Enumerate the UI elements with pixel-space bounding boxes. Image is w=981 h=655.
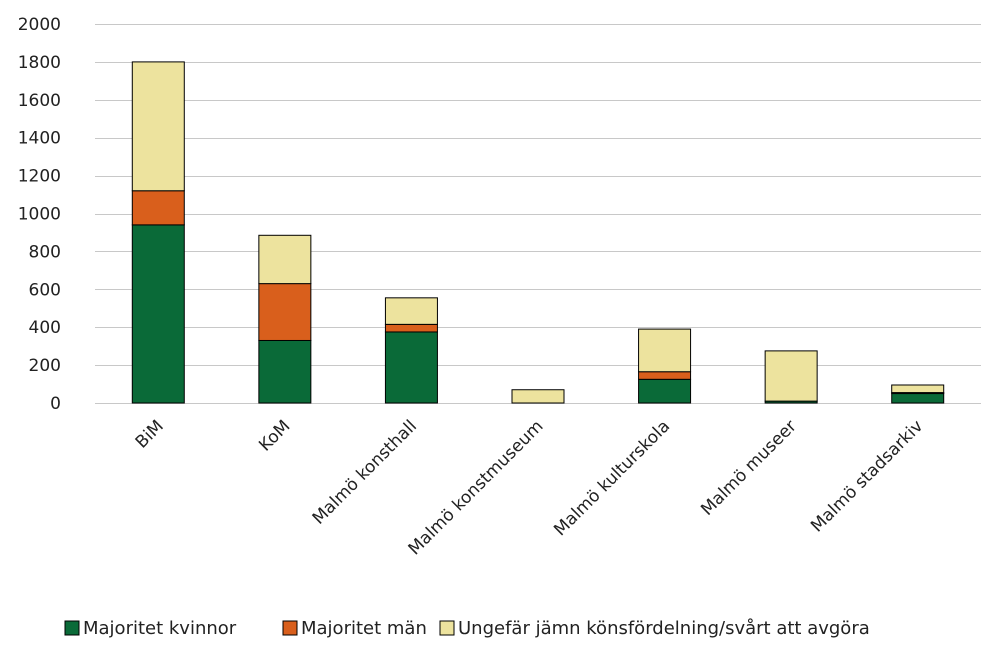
legend-swatch: [439, 620, 455, 636]
bar-segment: [764, 350, 818, 402]
x-tick-label: Malmö konsthall: [309, 416, 421, 528]
x-tick-label: Malmö kulturskola: [550, 416, 674, 540]
bar-segment: [384, 297, 438, 325]
bar-segment: [638, 371, 692, 380]
bar-segment: [638, 378, 692, 404]
bar-stack: [258, 234, 312, 404]
bar-segment: [891, 384, 945, 394]
x-tick-label: BiM: [132, 416, 168, 452]
y-tick-label: 2000: [18, 15, 61, 35]
bar-segment: [258, 339, 312, 404]
bar-stack: [131, 61, 185, 404]
bar-segment: [131, 224, 185, 404]
y-tick-label: 1800: [18, 53, 61, 73]
y-tick-label: 1600: [18, 91, 61, 111]
y-tick-label: 1000: [18, 205, 61, 225]
y-tick-label: 200: [29, 356, 61, 376]
y-tick-label: 600: [29, 280, 61, 300]
x-tick-label: Malmö museer: [697, 416, 800, 519]
bar-stack: [891, 384, 945, 404]
bar-segment: [891, 393, 945, 404]
x-tick-label: Malmö konstmuseum: [405, 416, 548, 559]
bar-segment: [131, 190, 185, 226]
bar-segment: [258, 283, 312, 341]
y-tick-label: 0: [50, 394, 61, 414]
legend-label: Majoritet kvinnor: [83, 618, 237, 639]
y-tick-label: 400: [29, 318, 61, 338]
bar-segment: [384, 323, 438, 333]
gridlines: [95, 24, 981, 404]
legend: Majoritet kvinnor Majoritet män Ungefär jä…: [64, 618, 870, 639]
x-tick-label: KoM: [255, 416, 294, 455]
y-tick-label: 1400: [18, 129, 61, 149]
bar-stack: [764, 350, 818, 404]
bar-segment: [131, 61, 185, 192]
bar-stack: [384, 297, 438, 404]
bar-stack: [638, 328, 692, 404]
legend-item: Majoritet män: [282, 618, 427, 639]
y-tick-label: 800: [29, 242, 61, 262]
y-axis: 0 200 400 600 800 1000 1200 1400 1600 1800 2000: [18, 15, 61, 414]
legend-item: Majoritet kvinnor: [64, 618, 237, 639]
legend-swatch: [64, 620, 80, 636]
bar-stack: [511, 389, 565, 404]
bar-segment: [511, 389, 565, 404]
legend-item: Ungefär jämn könsfördelning/svårt att av…: [439, 618, 870, 639]
legend-swatch: [282, 620, 298, 636]
legend-label: Majoritet män: [301, 618, 427, 639]
x-tick-label: Malmö stadsarkiv: [807, 416, 927, 536]
y-tick-label: 1200: [18, 167, 61, 187]
bars: [131, 61, 945, 404]
bar-segment: [258, 234, 312, 285]
bar-segment: [384, 331, 438, 404]
bar-segment: [638, 328, 692, 373]
legend-label: Ungefär jämn könsfördelning/svårt att av…: [458, 618, 870, 639]
